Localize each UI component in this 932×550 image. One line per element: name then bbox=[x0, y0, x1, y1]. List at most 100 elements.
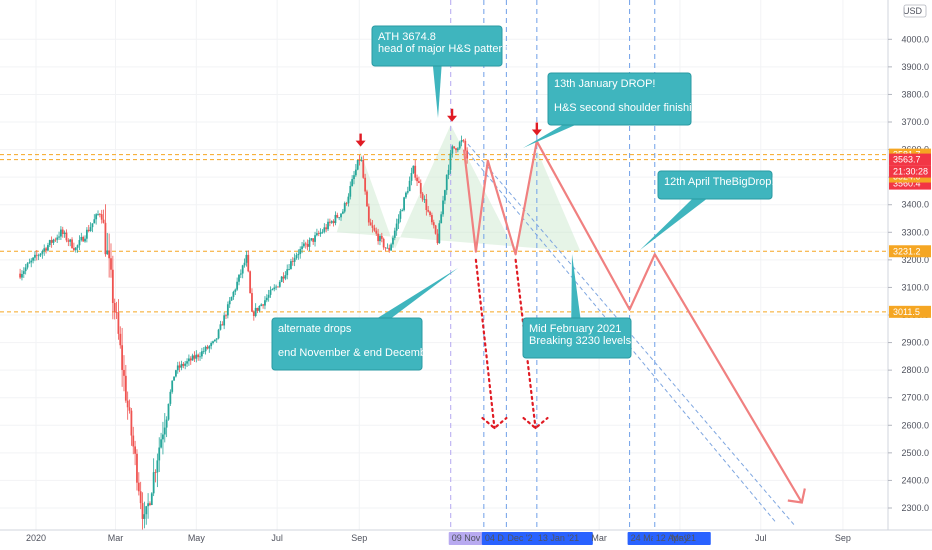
candle-body bbox=[100, 214, 103, 220]
x-tick-highlight bbox=[504, 532, 542, 545]
candle bbox=[167, 403, 170, 421]
callout-text: end November & end December bbox=[278, 347, 436, 359]
dotted-drop bbox=[474, 258, 508, 430]
candle-body bbox=[438, 223, 441, 244]
candle bbox=[115, 301, 118, 319]
candle-body bbox=[85, 229, 88, 239]
price-axis[interactable]: USD 2300.0 2400.0 2500.0 2600.0 2700.0 2800.0 2… bbox=[887, 0, 932, 550]
candle bbox=[252, 310, 255, 321]
callout-alternate-drops: alternate drops end November & end Decemb… bbox=[271, 268, 458, 371]
candle-body bbox=[102, 219, 105, 223]
countdown-label: 21:30:28 bbox=[893, 167, 928, 177]
candle-body bbox=[269, 290, 272, 295]
candle bbox=[213, 339, 216, 342]
candle bbox=[345, 201, 348, 206]
candle-body bbox=[308, 239, 311, 247]
candle bbox=[199, 352, 201, 361]
candle-body bbox=[408, 180, 411, 192]
candle bbox=[303, 239, 305, 248]
candle bbox=[284, 271, 287, 281]
candle bbox=[392, 235, 394, 248]
projection-path bbox=[462, 140, 806, 504]
candle bbox=[332, 219, 335, 227]
candle-body bbox=[167, 403, 170, 420]
price-tag: 3231.2 bbox=[889, 245, 931, 258]
x-tick-label: Sep bbox=[351, 533, 367, 543]
candle bbox=[163, 413, 166, 443]
candle bbox=[401, 208, 404, 212]
candle-body bbox=[56, 237, 59, 240]
candle bbox=[150, 492, 153, 506]
candle-body bbox=[271, 289, 274, 291]
x-tick-label: Mar bbox=[591, 533, 607, 543]
candle bbox=[154, 469, 157, 483]
date-vertical-lines bbox=[450, 0, 656, 530]
price-tag-label: 3563.7 bbox=[893, 155, 921, 165]
candle bbox=[425, 193, 428, 216]
candle-body bbox=[173, 376, 175, 381]
candle-body bbox=[247, 254, 250, 272]
candle-body bbox=[419, 183, 422, 194]
candle-body bbox=[134, 446, 137, 454]
candle bbox=[65, 229, 68, 243]
candle-body bbox=[111, 269, 114, 303]
candle bbox=[119, 326, 122, 349]
x-tick-label: Jul bbox=[271, 533, 283, 543]
candle bbox=[126, 391, 129, 420]
candle-body bbox=[137, 482, 140, 492]
x-tick: Sep bbox=[351, 533, 367, 543]
candle-body bbox=[254, 307, 257, 317]
candle bbox=[390, 242, 392, 251]
y-tick-label: 2900.0 bbox=[901, 338, 929, 348]
candle-body bbox=[386, 247, 389, 249]
candle bbox=[221, 321, 224, 326]
x-tick: Dec '2 bbox=[504, 532, 542, 545]
candle-body bbox=[291, 261, 294, 262]
candle bbox=[367, 203, 370, 226]
candle-body bbox=[453, 146, 456, 149]
x-tick-label: May bbox=[188, 533, 206, 543]
candle-body bbox=[353, 175, 355, 180]
candle-body bbox=[115, 312, 118, 313]
candle-body bbox=[393, 230, 396, 238]
y-tick-label: 3200.0 bbox=[901, 255, 929, 265]
candle-body bbox=[87, 229, 90, 232]
candle-body bbox=[225, 315, 227, 317]
x-tick-label: 13 Jan '21 bbox=[538, 533, 579, 543]
y-tick-label: 2800.0 bbox=[901, 365, 929, 375]
candle bbox=[204, 345, 207, 355]
price-tag-box bbox=[889, 305, 931, 318]
candle-body bbox=[310, 238, 313, 240]
candle bbox=[456, 147, 459, 153]
y-tick-label: 2600.0 bbox=[901, 420, 929, 430]
candle bbox=[208, 344, 211, 353]
candle-body bbox=[128, 407, 131, 411]
candle bbox=[273, 284, 276, 292]
candle bbox=[239, 269, 242, 279]
candle bbox=[43, 244, 46, 256]
candle-body bbox=[47, 245, 49, 251]
candle-body bbox=[267, 294, 270, 298]
candle bbox=[366, 189, 368, 207]
candle bbox=[87, 224, 90, 233]
candle-body bbox=[395, 223, 398, 231]
candle-body bbox=[106, 250, 109, 255]
candle-body bbox=[200, 351, 203, 357]
y-tick-label: 4000.0 bbox=[901, 34, 929, 44]
candle bbox=[121, 327, 124, 387]
candle-body bbox=[193, 355, 196, 359]
candle-body bbox=[22, 271, 25, 274]
candle bbox=[310, 238, 313, 242]
candle-body bbox=[245, 254, 248, 263]
candle-body bbox=[221, 324, 224, 326]
candle-body bbox=[423, 199, 426, 201]
candle bbox=[188, 354, 190, 366]
candle-body bbox=[462, 140, 465, 141]
candle bbox=[226, 301, 229, 319]
candle-body bbox=[373, 227, 376, 231]
candle-body bbox=[277, 286, 279, 288]
candle-body bbox=[93, 219, 96, 224]
